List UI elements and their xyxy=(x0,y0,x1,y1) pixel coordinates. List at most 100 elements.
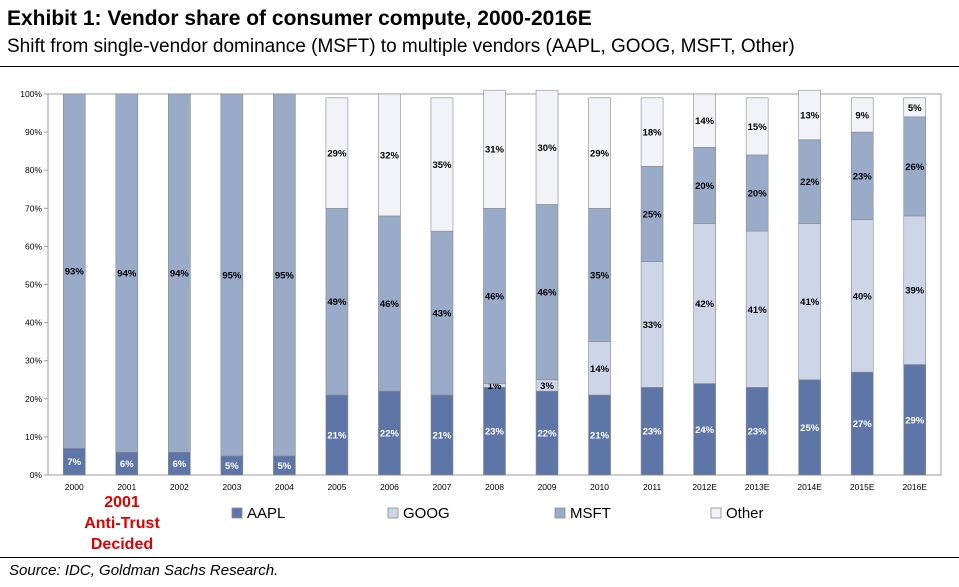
data-label-other: 29% xyxy=(590,149,610,160)
y-tick-label: 50% xyxy=(25,280,42,290)
top-rule xyxy=(0,66,959,67)
data-label-aapl: 23% xyxy=(748,427,768,438)
data-label-other: 9% xyxy=(855,110,869,121)
bar-other-2005 xyxy=(325,97,349,209)
legend: AAPL GOOG MSFT Other xyxy=(231,505,764,522)
data-label-aapl: 27% xyxy=(853,419,873,430)
x-tick-label: 2005 xyxy=(327,482,346,492)
data-label-aapl: 21% xyxy=(590,430,610,441)
data-label-msft: 93% xyxy=(65,267,85,278)
data-label-other: 18% xyxy=(643,128,663,139)
x-tick-label: 2001 xyxy=(117,482,136,492)
data-label-other: 15% xyxy=(748,122,768,133)
y-tick-label: 40% xyxy=(25,318,42,328)
data-label-other: 13% xyxy=(800,110,820,121)
legend-swatch-other xyxy=(710,507,722,519)
data-label-msft: 25% xyxy=(643,210,663,221)
x-tick-label: 2010 xyxy=(590,482,609,492)
x-tick-label: 2014E xyxy=(797,482,822,492)
data-label-msft: 46% xyxy=(485,291,505,302)
data-label-aapl: 24% xyxy=(695,425,715,436)
data-label-aapl: 5% xyxy=(225,461,239,472)
bar-other-2010 xyxy=(588,97,611,209)
data-label-goog: 42% xyxy=(695,299,715,310)
data-label-msft: 26% xyxy=(905,162,925,173)
y-tick-label: 10% xyxy=(25,432,42,442)
x-tick-label: 2011 xyxy=(643,482,662,492)
x-tick-label: 2015E xyxy=(850,482,875,492)
data-label-msft: 94% xyxy=(117,269,137,280)
stacked-bar-chart: 0% 10% 20% 30% 40% 50% 60% 70% 80% 90% 100% 7% 93% 6… xyxy=(20,89,942,522)
x-tick-label: 2012E xyxy=(692,482,717,492)
x-tick-label: 2007 xyxy=(433,482,452,492)
data-label-msft: 35% xyxy=(590,270,610,281)
y-tick-label: 100% xyxy=(20,89,42,99)
bar-msft-2004 xyxy=(273,93,296,457)
data-label-other: 35% xyxy=(432,160,452,171)
bar-other-2012e xyxy=(693,93,716,148)
data-label-other: 30% xyxy=(538,143,558,154)
y-axis: 0% 10% 20% 30% 40% 50% 60% 70% 80% 90% 100% xyxy=(20,89,48,480)
bar-msft-2000 xyxy=(62,93,86,449)
data-label-msft: 95% xyxy=(275,270,295,281)
data-label-aapl: 22% xyxy=(380,429,400,440)
bar-other-2013e xyxy=(745,97,769,156)
data-label-msft: 22% xyxy=(800,177,820,188)
chart-title: Exhibit 1: Vendor share of consumer comp… xyxy=(7,7,592,30)
data-label-msft: 46% xyxy=(538,288,558,299)
data-label-aapl: 6% xyxy=(172,459,186,470)
data-label-msft: 46% xyxy=(380,299,400,310)
data-label-aapl: 21% xyxy=(432,430,452,441)
source-note: Source: IDC, Goldman Sachs Research. xyxy=(9,562,279,579)
annotation-line-2: Anti-Trust xyxy=(84,515,160,532)
data-label-goog: 39% xyxy=(905,286,925,297)
x-tick-label: 2003 xyxy=(222,482,241,492)
bar-other-2009 xyxy=(535,89,559,205)
bar-other-2015e xyxy=(850,97,874,133)
y-tick-label: 30% xyxy=(25,356,42,366)
data-label-other: 14% xyxy=(695,116,715,127)
annotation-line-3: Decided xyxy=(90,536,154,553)
bar-msft-2002 xyxy=(168,93,191,453)
legend-label-msft: MSFT xyxy=(570,505,611,522)
bar-other-2007 xyxy=(430,97,454,232)
x-tick-label: 2008 xyxy=(485,482,504,492)
data-label-msft: 23% xyxy=(853,171,873,182)
data-label-goog: 41% xyxy=(748,305,768,316)
y-tick-label: 0% xyxy=(30,470,43,480)
data-label-aapl: 22% xyxy=(538,429,558,440)
data-label-msft: 94% xyxy=(170,269,190,280)
bar-other-2011 xyxy=(640,97,664,167)
data-label-other: 5% xyxy=(908,103,922,114)
data-label-goog: 14% xyxy=(590,364,610,375)
data-label-aapl: 23% xyxy=(485,427,505,438)
legend-label-other: Other xyxy=(726,505,764,522)
annotation-line-1: 2001 xyxy=(104,494,140,511)
data-label-goog: 1% xyxy=(488,381,502,392)
data-label-aapl: 5% xyxy=(278,461,292,472)
x-tick-label: 2002 xyxy=(170,482,189,492)
data-label-other: 32% xyxy=(380,150,400,161)
bar-series: 7% 93% 6% 94% 6% 94% 5% 95% 5% 95% 21% 49% 29% 22% 46%… xyxy=(62,89,927,476)
data-label-goog: 3% xyxy=(540,381,554,392)
data-label-msft: 49% xyxy=(327,297,347,308)
legend-swatch-aapl xyxy=(231,507,243,519)
bar-other-2006 xyxy=(378,93,401,217)
anti-trust-annotation: 2001 Anti-Trust Decided xyxy=(62,492,182,555)
data-label-msft: 95% xyxy=(222,270,242,281)
bar-other-2008 xyxy=(483,89,506,209)
data-label-aapl: 7% xyxy=(67,457,81,468)
x-axis: 2000 2001 2002 2003 2004 2005 2006 2007 2008 2009… xyxy=(65,482,928,492)
y-tick-label: 60% xyxy=(25,241,42,251)
data-label-msft: 20% xyxy=(695,181,715,192)
bar-msft-2001 xyxy=(115,93,139,453)
legend-label-aapl: AAPL xyxy=(247,505,285,522)
data-label-aapl: 25% xyxy=(800,423,820,434)
legend-swatch-msft xyxy=(554,507,566,519)
x-tick-label: 2009 xyxy=(538,482,557,492)
y-tick-label: 20% xyxy=(25,394,42,404)
bottom-rule xyxy=(0,557,959,558)
y-tick-label: 70% xyxy=(25,203,42,213)
x-tick-label: 2013E xyxy=(745,482,770,492)
data-label-aapl: 23% xyxy=(643,427,663,438)
